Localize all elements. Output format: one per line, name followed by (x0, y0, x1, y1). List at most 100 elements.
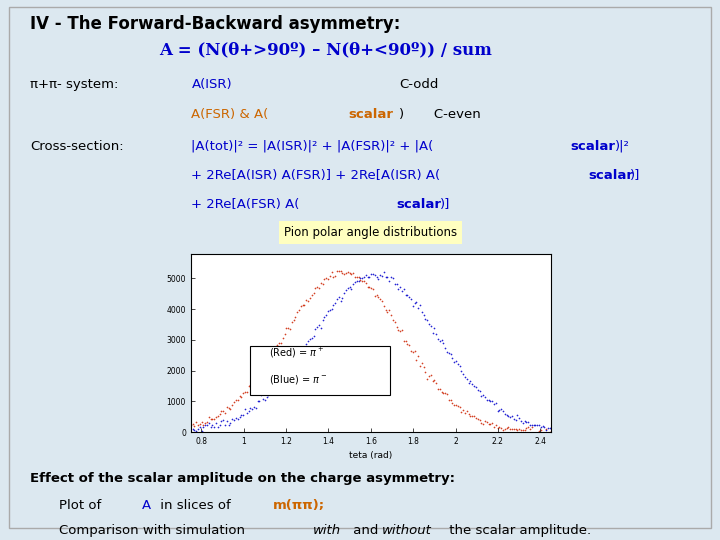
Point (310, 283, 321, 292)
Point (259, 359, 271, 367)
Point (270, 379, 282, 388)
Point (487, 419, 498, 428)
Point (364, 282, 375, 291)
Point (400, 291, 411, 299)
Point (266, 350, 278, 359)
Point (203, 413, 215, 421)
Point (441, 348, 453, 356)
Point (279, 330, 290, 339)
Point (463, 410, 474, 418)
Point (483, 420, 495, 428)
Point (230, 414, 242, 422)
Point (439, 343, 451, 352)
Point (505, 424, 516, 433)
Text: scalar: scalar (348, 108, 394, 121)
Point (353, 272, 364, 281)
Point (293, 354, 305, 363)
Point (519, 426, 531, 435)
Point (338, 269, 350, 278)
Point (223, 403, 235, 412)
Point (490, 399, 502, 408)
Point (221, 403, 233, 411)
Point (387, 274, 399, 283)
Point (425, 321, 436, 330)
Point (234, 391, 246, 400)
Point (423, 372, 435, 381)
Point (342, 283, 354, 292)
Point (331, 267, 343, 275)
Point (192, 421, 204, 429)
Point (467, 411, 478, 420)
Point (436, 335, 447, 344)
Point (512, 410, 523, 419)
Point (217, 407, 229, 415)
Point (209, 415, 220, 423)
Text: with: with (312, 523, 341, 537)
Point (333, 267, 345, 275)
Point (432, 334, 444, 343)
Point (289, 355, 301, 364)
Point (474, 416, 485, 425)
Point (441, 389, 453, 398)
Point (330, 271, 341, 280)
Point (341, 268, 352, 277)
Point (503, 412, 514, 421)
Point (541, 426, 552, 434)
Point (214, 420, 225, 429)
Point (210, 419, 222, 428)
Point (317, 280, 328, 288)
Point (220, 421, 231, 430)
Point (517, 426, 528, 435)
Point (313, 284, 325, 293)
Point (373, 274, 384, 283)
Point (377, 297, 388, 306)
Point (284, 363, 296, 372)
Point (338, 288, 350, 297)
Point (413, 303, 424, 312)
Point (456, 367, 467, 375)
Point (202, 421, 213, 429)
Point (459, 373, 471, 382)
Point (246, 378, 258, 387)
Point (418, 363, 429, 372)
Point (380, 306, 392, 314)
Point (495, 424, 507, 433)
Point (348, 279, 359, 288)
Point (464, 412, 476, 421)
Point (235, 393, 247, 401)
Point (531, 421, 543, 429)
Point (534, 427, 545, 435)
Point (205, 423, 217, 431)
Point (257, 364, 269, 373)
Point (288, 315, 300, 324)
Point (443, 395, 454, 404)
Point (519, 416, 531, 425)
Point (382, 273, 393, 282)
Point (216, 416, 228, 425)
Point (232, 414, 243, 423)
Text: Plot of: Plot of (59, 498, 105, 511)
Point (539, 430, 550, 438)
Point (297, 300, 308, 309)
Point (463, 379, 474, 387)
Point (449, 401, 460, 410)
Point (243, 406, 254, 415)
Point (364, 272, 375, 281)
Point (225, 418, 236, 427)
Text: m(ππ);: m(ππ); (272, 498, 325, 511)
Point (385, 273, 397, 281)
Point (395, 327, 406, 335)
Point (492, 424, 503, 433)
Point (414, 301, 426, 309)
Point (203, 418, 215, 427)
Point (454, 403, 465, 411)
Point (537, 429, 549, 437)
Point (295, 349, 307, 358)
Point (403, 293, 415, 301)
Point (498, 407, 509, 415)
Point (199, 419, 211, 428)
Point (398, 285, 410, 293)
Point (216, 407, 228, 415)
Point (516, 416, 527, 425)
Text: |A(tot)|² = |A(ISR)|² + |A(FSR)|² + |A(: |A(tot)|² = |A(ISR)|² + |A(FSR)|² + |A( (192, 140, 433, 153)
